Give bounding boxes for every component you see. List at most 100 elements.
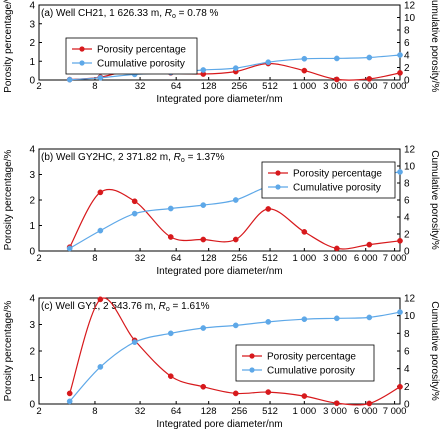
y-right-tick-label: 4: [404, 364, 410, 375]
y-right-tick-label: 0: [404, 400, 410, 411]
x-tick-label: 8: [92, 406, 97, 417]
y-left-tick-label: 2: [29, 38, 35, 49]
data-point-0: [200, 383, 207, 390]
ro-value: = 0.78 %: [176, 8, 219, 19]
x-tick-label: 32: [135, 81, 146, 92]
x-tick-label: 3 000: [323, 406, 347, 417]
ro-subscript: o: [172, 13, 176, 20]
data-point-1: [200, 325, 207, 331]
data-point-1: [66, 245, 73, 252]
data-point-0: [232, 236, 239, 243]
x-tick-label: 3 000: [323, 253, 347, 264]
x-tick-label: 64: [171, 406, 182, 417]
data-point-0: [397, 383, 403, 390]
legend-label: Cumulative porosity: [97, 59, 185, 70]
y-left-tick-label: 0: [29, 400, 35, 411]
data-point-1: [200, 202, 207, 208]
legend: Porosity percentage Cumulative porosity: [235, 344, 375, 382]
series-line-0: [69, 297, 401, 406]
data-point-0: [366, 400, 373, 407]
x-tick-label: 7 000: [383, 253, 407, 264]
y-right-tick-label: 2: [404, 63, 410, 74]
data-point-0: [167, 234, 174, 240]
legend: Porosity percentage Cumulative porosity: [65, 37, 198, 75]
legend-swatch-marker: [249, 367, 255, 373]
y-left-tick-label: 4: [29, 145, 35, 156]
data-point-1: [232, 322, 239, 329]
x-tick-label: 2: [36, 81, 41, 92]
x-axis-label: Integrated pore diameter/nm: [156, 94, 282, 105]
legend: Porosity percentage Cumulative porosity: [261, 161, 396, 199]
y-left-tick-label: 2: [29, 196, 35, 207]
data-point-0: [397, 237, 403, 244]
data-point-0: [265, 389, 272, 395]
y-left-tick-label: 1: [29, 221, 35, 232]
y-right-axis-label: Cumulative porosity/%: [429, 301, 440, 401]
x-tick-label: 32: [135, 406, 146, 417]
x-tick-label: 512: [262, 406, 278, 417]
data-point-0: [333, 245, 340, 252]
ro-value: = 1.61%: [170, 301, 210, 312]
ro-symbol: R: [174, 152, 181, 163]
data-point-1: [167, 330, 174, 337]
x-tick-label: 512: [262, 253, 278, 264]
x-tick-label: 2: [36, 406, 41, 417]
legend-swatch-marker: [79, 46, 85, 52]
data-point-1: [97, 227, 104, 234]
data-point-0: [200, 236, 207, 243]
x-tick-label: 128: [201, 81, 217, 92]
legend-label: Cumulative porosity: [267, 366, 355, 377]
x-tick-label: 128: [201, 253, 217, 264]
panel-title: (a) Well CH21, 1 626.33 m, Ro = 0.78 %: [41, 8, 219, 20]
panel-title-text: (b) Well GY2HC, 2 371.82 m,: [41, 152, 174, 163]
x-tick-label: 128: [201, 406, 217, 417]
legend-label: Porosity percentage: [97, 45, 186, 56]
ro-value: = 1.37%: [185, 152, 225, 163]
y-left-axis-label: Porosity percentage/%: [3, 150, 14, 251]
y-right-axis-label: Cumulative porosity/%: [429, 150, 440, 250]
legend-box: [261, 161, 396, 199]
y-left-tick-label: 1: [29, 373, 35, 384]
y-right-tick-label: 10: [404, 13, 416, 24]
ro-symbol: R: [165, 8, 172, 19]
data-point-1: [397, 52, 403, 58]
legend-box: [65, 37, 198, 75]
y-left-axis-label: Porosity percentage/%: [3, 301, 14, 402]
legend-swatch-marker: [249, 353, 255, 359]
x-tick-label: 3 000: [323, 81, 347, 92]
panel-title: (b) Well GY2HC, 2 371.82 m, Ro = 1.37%: [41, 152, 225, 164]
legend-box: [235, 344, 375, 382]
data-point-1: [366, 314, 373, 321]
x-tick-label: 256: [231, 253, 247, 264]
x-tick-label: 256: [231, 81, 247, 92]
data-point-1: [97, 364, 104, 370]
x-tick-label: 8: [92, 81, 97, 92]
data-point-0: [131, 198, 138, 205]
data-point-0: [97, 189, 104, 196]
x-tick-label: 6 000: [354, 81, 378, 92]
y-right-tick-label: 10: [404, 162, 416, 173]
data-point-1: [97, 74, 104, 81]
data-point-0: [333, 400, 340, 407]
legend-swatch-marker: [275, 170, 281, 176]
y-left-axis-label: Porosity percentage/%: [3, 0, 14, 93]
y-left-tick-label: 3: [29, 19, 35, 30]
data-point-1: [366, 54, 373, 61]
x-axis-label: Integrated pore diameter/nm: [156, 419, 282, 430]
data-point-0: [366, 76, 373, 82]
data-point-1: [131, 210, 138, 217]
y-right-tick-label: 2: [404, 230, 410, 241]
data-point-1: [397, 169, 403, 175]
x-tick-label: 8: [92, 253, 97, 264]
data-point-0: [66, 390, 73, 397]
data-point-0: [232, 390, 239, 397]
y-right-tick-label: 0: [404, 247, 410, 258]
y-right-tick-label: 2: [404, 382, 410, 393]
legend-swatch-marker: [79, 60, 85, 66]
legend-label: Porosity percentage: [293, 169, 382, 180]
y-right-tick-label: 6: [404, 38, 410, 49]
y-right-tick-label: 4: [404, 51, 410, 62]
x-tick-label: 6 000: [354, 406, 378, 417]
